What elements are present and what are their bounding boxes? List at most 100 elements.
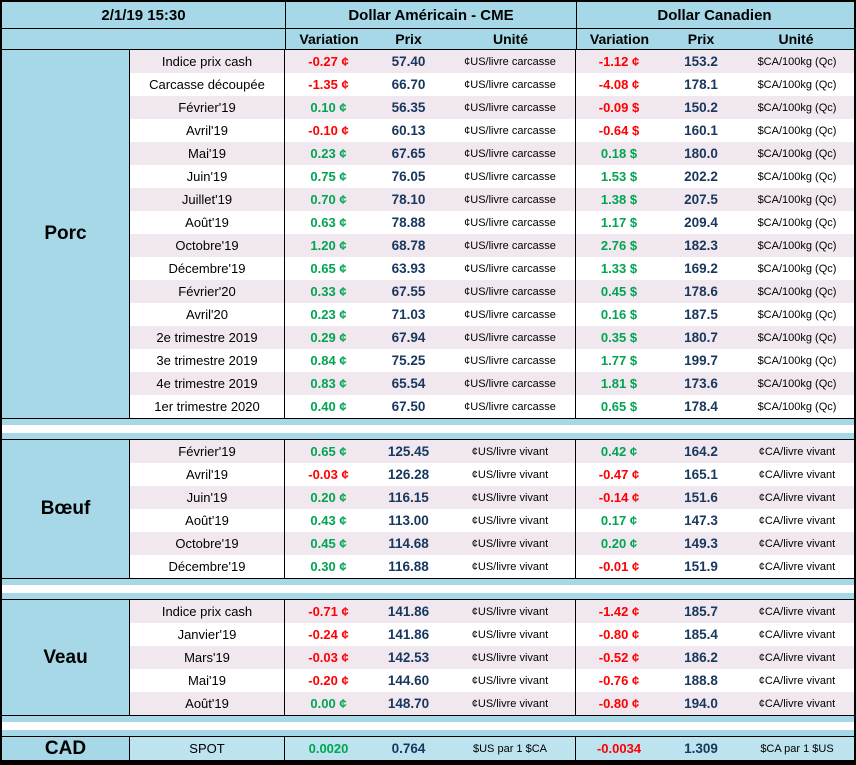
row-label: Mai'19 [130,142,285,165]
ca-price-value: 160.1 [684,123,718,138]
ca-variation-value: -0.47 ¢ [598,467,640,482]
ca-price-value: 185.4 [684,627,718,642]
us-variation-value: 1.20 ¢ [310,238,347,253]
section-veau: Veau Indice prix cash -0.71 ¢ 141.86 ¢US/li… [2,599,854,716]
us-unit-label: ¢US/livre vivant [445,555,576,578]
row-label: Août'19 [130,692,285,715]
ca-unit-label: ¢CA/livre vivant [758,674,836,687]
row-label: Juillet'19 [130,188,285,211]
ca-unit-label: ¢CA/livre vivant [758,628,836,641]
ca-unit-label: $CA/100kg (Qc) [757,354,837,367]
us-unit-label: ¢US/livre carcasse [445,280,576,303]
us-unit-label: ¢US/livre carcasse [445,234,576,257]
ca-unit-label: $CA/100kg (Qc) [757,400,837,413]
us-variation-value: 0.45 ¢ [310,536,347,551]
us-variation-value: -0.20 ¢ [308,673,349,688]
table-row: Octobre'19 0.45 ¢ 114.68 ¢US/livre vivant 0.… [130,532,854,555]
us-variation-value: 0.70 ¢ [310,192,347,207]
table-row: Août'19 0.00 ¢ 148.70 ¢US/livre vivant -0.80… [130,692,854,715]
ca-variation-value: 0.18 $ [600,146,638,161]
us-price-value: 63.93 [391,261,426,276]
us-unit-label: ¢US/livre carcasse [445,303,576,326]
porc-rows: Indice prix cash -0.27 ¢ 57.40 ¢US/livre ca… [130,50,854,418]
us-variation-value: 0.33 ¢ [310,284,347,299]
ca-unit-label: $CA/100kg (Qc) [757,216,837,229]
row-label: 4e trimestre 2019 [130,372,285,395]
row-label: Mai'19 [130,669,285,692]
us-price-value: 68.78 [391,238,426,253]
row-label: Octobre'19 [130,532,285,555]
ca-variation-value: -0.80 ¢ [598,696,640,711]
row-label: Avril'20 [130,303,285,326]
table-row: Août'19 0.63 ¢ 78.88 ¢US/livre carcasse 1.17… [130,211,854,234]
ca-variation-value: 1.38 $ [600,192,638,207]
ca-unit-label: ¢CA/livre vivant [758,560,836,573]
ca-price-value: 165.1 [684,467,718,482]
ca-variation-value: -0.76 ¢ [598,673,640,688]
boeuf-rows: Février'19 0.65 ¢ 125.45 ¢US/livre vivant 0.… [130,440,854,578]
ca-price-value: 151.6 [684,490,718,505]
cad-rows: SPOT 0.0020 0.764 $US par 1 $CA -0.0034 1.309… [130,737,854,760]
row-label: Carcasse découpée [130,73,285,96]
us-variation-value: -0.03 ¢ [308,650,349,665]
us-variation-value: -0.71 ¢ [308,604,349,619]
ca-variation-value: -0.14 ¢ [598,490,640,505]
ca-variation-value: 0.20 ¢ [600,536,638,551]
usd-unite-header: Unité [493,31,528,47]
us-price-value: 60.13 [391,123,426,138]
ca-price-value: 164.2 [684,444,718,459]
row-label: Juin'19 [130,486,285,509]
ca-variation-value: 1.77 $ [600,353,638,368]
row-label: Février'20 [130,280,285,303]
row-label: Juin'19 [130,165,285,188]
table-row: Mai'19 -0.20 ¢ 144.60 ¢US/livre vivant -0.76… [130,669,854,692]
us-variation-value: 0.10 ¢ [310,100,347,115]
table-row: 1er trimestre 2020 0.40 ¢ 67.50 ¢US/livre c… [130,395,854,418]
us-unit-label: ¢US/livre vivant [445,509,576,532]
table-row: Indice prix cash -0.27 ¢ 57.40 ¢US/livre ca… [130,50,854,73]
ca-unit-label: $CA/100kg (Qc) [757,331,837,344]
section-porc: Porc Indice prix cash -0.27 ¢ 57.40 ¢US/liv… [2,50,854,419]
ca-unit-label: $CA/100kg (Qc) [757,262,837,275]
table-row: 4e trimestre 2019 0.83 ¢ 65.54 ¢US/livre ca… [130,372,854,395]
row-label: 2e trimestre 2019 [130,326,285,349]
us-variation-value: 0.65 ¢ [310,444,347,459]
us-unit-label: ¢US/livre carcasse [445,211,576,234]
us-variation-value: 0.23 ¢ [310,146,347,161]
us-unit-label: ¢US/livre carcasse [445,73,576,96]
us-unit-label: ¢US/livre vivant [445,600,576,623]
cad-group-title: Dollar Canadien [576,2,852,28]
table-row: Avril'20 0.23 ¢ 71.03 ¢US/livre carcasse 0.1… [130,303,854,326]
table-row: Décembre'19 0.65 ¢ 63.93 ¢US/livre carcasse… [130,257,854,280]
us-price-value: 141.86 [387,604,430,619]
row-label: Octobre'19 [130,234,285,257]
us-unit-label: ¢US/livre carcasse [445,349,576,372]
usd-variation-header: Variation [285,29,372,49]
row-label: Février'19 [130,96,285,119]
empty-row [2,585,854,593]
row-label: Janvier'19 [130,623,285,646]
us-variation-value: 0.84 ¢ [310,353,347,368]
table-row: Mai'19 0.23 ¢ 67.65 ¢US/livre carcasse 0.18 … [130,142,854,165]
table-row: 2e trimestre 2019 0.29 ¢ 67.94 ¢US/livre ca… [130,326,854,349]
row-label: Indice prix cash [130,600,285,623]
table-row: Juin'19 0.75 ¢ 76.05 ¢US/livre carcasse 1.53… [130,165,854,188]
ca-price-value: 147.3 [684,513,718,528]
ca-variation-value: 0.17 ¢ [600,513,638,528]
us-price-value: 66.70 [391,77,426,92]
ca-price-value: 153.2 [684,54,718,69]
us-price-value: 56.35 [391,100,426,115]
us-unit-label: ¢US/livre carcasse [445,165,576,188]
us-unit-label: ¢US/livre vivant [445,463,576,486]
row-label: Février'19 [130,440,285,463]
us-unit-label: ¢US/livre vivant [445,486,576,509]
ca-unit-label: $CA/100kg (Qc) [757,101,837,114]
title-row: 2/1/19 15:30 Dollar Américain - CME Doll… [2,2,854,29]
ca-unit-label: ¢CA/livre vivant [758,445,836,458]
section-label-porc: Porc [2,50,130,418]
ca-price-value: 150.2 [684,100,718,115]
ca-price-value: 185.7 [684,604,718,619]
row-label: Indice prix cash [130,50,285,73]
us-variation-value: 0.65 ¢ [310,261,347,276]
